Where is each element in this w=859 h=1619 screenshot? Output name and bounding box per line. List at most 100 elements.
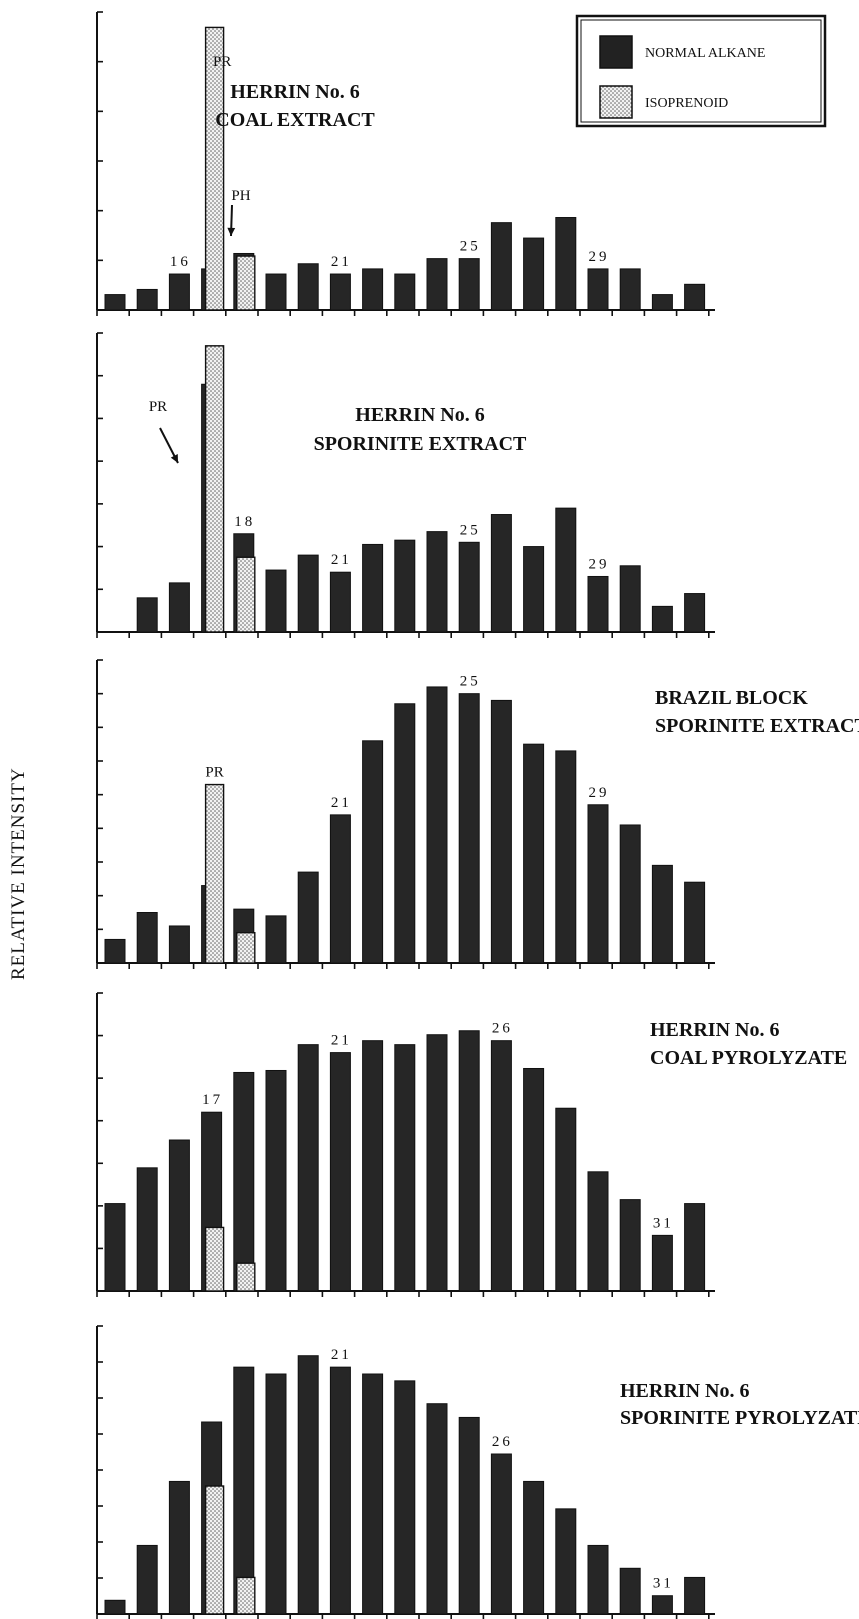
bar-normal-c18 [233, 1071, 255, 1292]
panel-1: PR PH 16 21 25 29 33 HERRIN No. 6 COAL EXTRACT [96, 0, 738, 316]
panel-title-line: BRAZIL BLOCK [655, 687, 808, 709]
bar-normal-c20 [297, 871, 319, 964]
carbon-label-31: 31 [653, 1576, 674, 1592]
panel-title-line: SPORINITE EXTRACT [314, 433, 527, 455]
bar-isoprenoid-c17 [204, 1485, 225, 1615]
bar-normal-c23 [394, 703, 416, 964]
panel-3: PR 21 25 29 33 BRAZIL BLOCK SPORINITE EXTRACT [96, 0, 859, 969]
bar-normal-c24 [426, 531, 448, 633]
carbon-label-29: 29 [589, 249, 610, 265]
bar-normal-c31 [651, 294, 673, 311]
carbon-label-16: 16 [170, 254, 191, 270]
carbon-label-29: 29 [589, 556, 610, 572]
bar-normal-c21 [329, 1366, 351, 1615]
bar-normal-c21 [329, 273, 351, 311]
bar-normal-c22 [362, 1373, 384, 1615]
bar-normal-c24 [426, 258, 448, 311]
label-ph: PH [231, 188, 250, 204]
legend-swatch-solid [599, 35, 633, 69]
label-pr: PR [213, 54, 231, 70]
legend: NORMAL ALKANE ISOPRENOID [575, 14, 827, 128]
bar-normal-c15 [136, 1544, 158, 1615]
bar-normal-c30 [619, 565, 641, 633]
bar-normal-c27 [523, 1480, 545, 1615]
bar-normal-c28 [555, 750, 577, 964]
bar-normal-c15 [136, 597, 158, 633]
bar-normal-c16 [168, 1139, 190, 1292]
carbon-label-25: 25 [460, 239, 481, 255]
bar-normal-c28 [555, 1107, 577, 1292]
legend-label: NORMAL ALKANE [645, 46, 765, 61]
bar-normal-c22 [362, 543, 384, 633]
bar-normal-c25 [458, 693, 480, 964]
bar-normal-c27 [523, 546, 545, 633]
bar-normal-c14 [104, 1599, 126, 1615]
carbon-label-26: 26 [492, 1434, 513, 1450]
bar-normal-c28 [555, 1508, 577, 1615]
bar-normal-c16 [168, 925, 190, 964]
bar-normal-c32 [684, 1203, 706, 1292]
bar-normal-c24 [426, 1034, 448, 1292]
bar-normal-c21 [329, 571, 351, 633]
bar-normal-c23 [394, 273, 416, 311]
carbon-label-21: 21 [331, 1347, 352, 1363]
carbon-label-21: 21 [331, 1033, 352, 1049]
carbon-label-26: 26 [492, 1021, 513, 1037]
bar-normal-c16 [168, 273, 190, 311]
bar-normal-c26 [490, 699, 512, 964]
bar-isoprenoid-c18 [236, 556, 256, 633]
panel-title-line: HERRIN No. 6 [650, 1019, 779, 1041]
bar-normal-c32 [684, 593, 706, 633]
bar-normal-c30 [619, 824, 641, 964]
bar-normal-c32 [684, 283, 706, 311]
bar-normal-c20 [297, 1044, 319, 1292]
bar-normal-c25 [458, 1416, 480, 1615]
bar-isoprenoid-c17 [204, 345, 225, 633]
bar-normal-c26 [490, 222, 512, 311]
bar-normal-c27 [523, 1067, 545, 1292]
bar-normal-c31 [651, 1234, 673, 1292]
bar-normal-c24 [426, 686, 448, 964]
carbon-label-21: 21 [331, 552, 352, 568]
carbon-label-33: 33 [717, 0, 738, 4]
bar-normal-c31 [651, 1595, 673, 1615]
bar-normal-c23 [394, 539, 416, 633]
bar-isoprenoid-c18 [236, 1576, 256, 1615]
carbon-label-25: 25 [460, 522, 481, 538]
bar-normal-c28 [555, 507, 577, 633]
carbon-label-17: 17 [202, 1092, 223, 1108]
bar-normal-c28 [555, 217, 577, 311]
carbon-label-31: 31 [653, 1215, 674, 1231]
bar-normal-c14 [104, 294, 126, 311]
bar-normal-c29 [587, 1544, 609, 1615]
bar-isoprenoid-c18 [236, 1262, 256, 1292]
bar-normal-c27 [523, 743, 545, 964]
bar-normal-c23 [394, 1044, 416, 1292]
bar-normal-c15 [136, 288, 158, 311]
panel-title-line: COAL PYROLYZATE [650, 1047, 847, 1069]
bar-normal-c14 [104, 938, 126, 964]
bar-normal-c19 [265, 915, 287, 964]
bar-normal-c22 [362, 268, 384, 311]
bar-normal-c30 [619, 1567, 641, 1615]
panel-title-line: HERRIN No. 6 [355, 404, 484, 426]
bar-normal-c20 [297, 263, 319, 311]
bar-isoprenoid-c17 [204, 1226, 225, 1292]
panel-title-line: HERRIN No. 6 [230, 81, 359, 103]
bar-normal-c25 [458, 258, 480, 311]
panel-5: 21 26 31 HERRIN No. 6 SPORINITE PYROLYZATE [96, 1325, 859, 1619]
arrow-head [170, 454, 178, 463]
bar-normal-c14 [104, 1203, 126, 1292]
bar-normal-c29 [587, 268, 609, 311]
panel-4: 17 21 26 31 HERRIN No. 6 COAL PYROLYZATE [96, 992, 847, 1297]
bar-normal-c20 [297, 1355, 319, 1615]
bar-normal-c19 [265, 273, 287, 311]
panel-title-line: SPORINITE EXTRACT [655, 715, 859, 737]
legend-inner-border [580, 19, 822, 123]
carbon-label-25: 25 [460, 674, 481, 690]
bar-normal-c31 [651, 864, 673, 964]
carbon-label-33: 33 [717, 0, 738, 4]
bar-normal-c19 [265, 1069, 287, 1292]
carbon-label-21: 21 [331, 795, 352, 811]
